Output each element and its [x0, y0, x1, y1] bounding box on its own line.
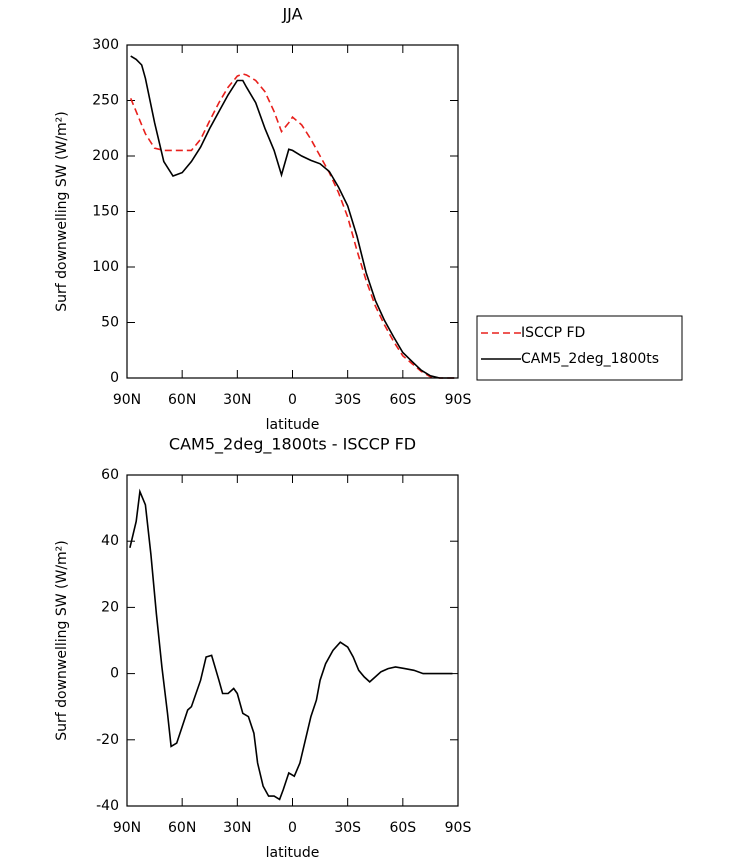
legend-label: ISCCP FD	[521, 325, 585, 341]
x-axis-label: latitude	[266, 845, 320, 861]
data-line	[129, 73, 455, 379]
x-tick-label: 0	[288, 820, 297, 836]
legend-label: CAM5_2deg_1800ts	[521, 351, 659, 367]
y-axis-label: Surf downwelling SW (W/m²)	[54, 540, 70, 741]
y-tick-label: 100	[92, 259, 119, 275]
y-tick-label: 40	[101, 533, 119, 549]
x-tick-label: 60N	[168, 820, 196, 836]
y-tick-label: 250	[92, 93, 119, 109]
x-tick-label: 90N	[113, 392, 141, 408]
y-tick-label: 60	[101, 467, 119, 483]
data-line	[130, 55, 455, 379]
x-tick-label: 0	[288, 392, 297, 408]
x-tick-label: 30S	[334, 820, 361, 836]
y-tick-label: 20	[101, 599, 119, 615]
y-tick-label: -40	[96, 798, 119, 814]
y-tick-label: 50	[101, 315, 119, 331]
y-tick-label: -20	[96, 732, 119, 748]
y-tick-label: 0	[110, 370, 119, 386]
x-tick-label: 60N	[168, 392, 196, 408]
x-tick-label: 60S	[389, 820, 416, 836]
legend-box	[476, 315, 683, 381]
plot-frame	[126, 474, 459, 807]
chart-title: CAM5_2deg_1800ts - ISCCP FD	[169, 435, 416, 455]
x-tick-label: 30N	[223, 820, 251, 836]
x-tick-label: 90S	[445, 392, 472, 408]
y-tick-label: 200	[92, 148, 119, 164]
y-tick-label: 0	[110, 666, 119, 682]
x-tick-label: 30N	[223, 392, 251, 408]
y-tick-label: 300	[92, 37, 119, 53]
y-tick-label: 150	[92, 204, 119, 220]
data-line	[129, 488, 453, 801]
x-tick-label: 30S	[334, 392, 361, 408]
y-axis-label: Surf downwelling SW (W/m²)	[54, 111, 70, 312]
x-tick-label: 90N	[113, 820, 141, 836]
chart-title: JJA	[281, 5, 302, 24]
x-tick-label: 60S	[389, 392, 416, 408]
plot-frame	[126, 44, 459, 379]
x-axis-label: latitude	[266, 417, 320, 433]
x-tick-label: 90S	[445, 820, 472, 836]
